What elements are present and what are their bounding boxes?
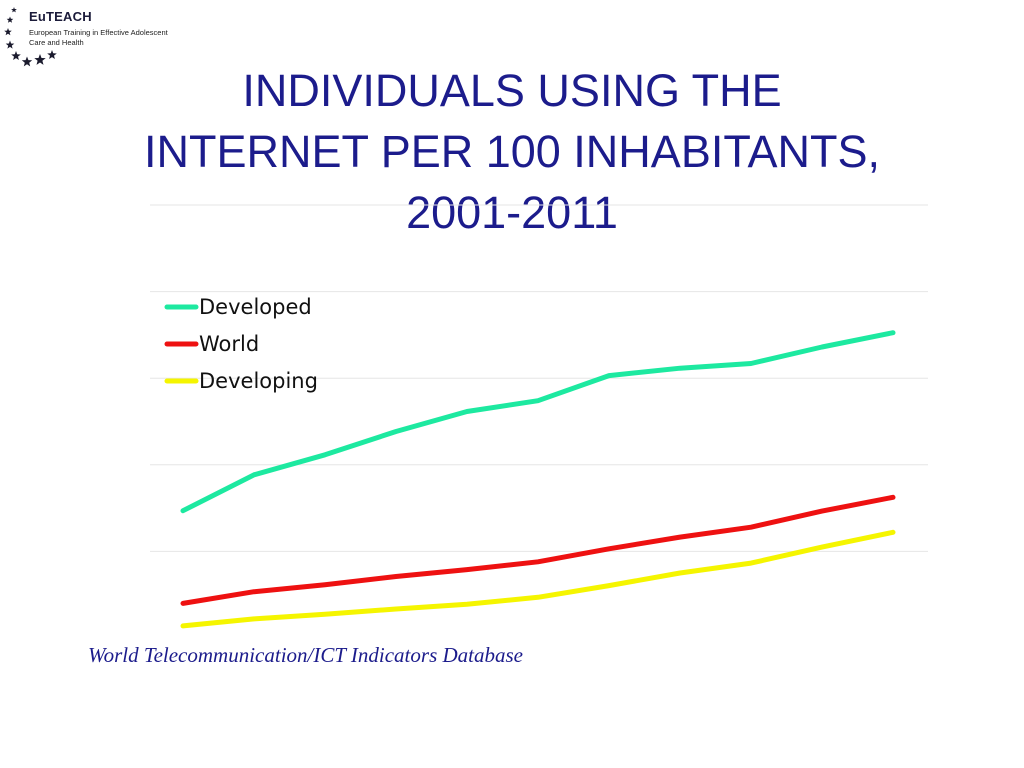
stars-icon [4,7,57,67]
logo-star [47,50,57,59]
chart-legend: Developed World Developing [164,295,318,393]
logo-star [6,16,14,23]
legend-label-developed: Developed [199,295,312,319]
logo-star [5,40,15,49]
slide-title: INDIVIDUALS USING THE INTERNET PER 100 I… [62,60,962,243]
title-line-1: INDIVIDUALS USING THE [242,65,782,116]
internet-usage-line-chart: Developed World Developing [150,204,928,629]
series-line-world [180,494,896,606]
title-line-3: 2001-2011 [406,187,618,238]
logo-star [4,28,12,36]
logo-tagline-2: Care and Health [29,38,84,47]
logo-star [34,54,46,65]
logo-star [11,7,17,13]
logo-star [21,56,33,67]
logo-tagline-1: European Training in Effective Adolescen… [29,28,168,37]
logo-name: EuTEACH [29,9,92,24]
logo-star [11,51,21,60]
source-citation: World Telecommunication/ICT Indicators D… [88,643,523,667]
euteach-logo: EuTEACH European Training in Effective A… [0,0,170,80]
chart-series [180,330,896,629]
series-line-developing [180,529,896,629]
title-line-2: INTERNET PER 100 INHABITANTS, [144,126,880,177]
series-line-developed [180,330,896,514]
legend-label-developing: Developing [199,369,318,393]
legend-label-world: World [199,332,259,356]
